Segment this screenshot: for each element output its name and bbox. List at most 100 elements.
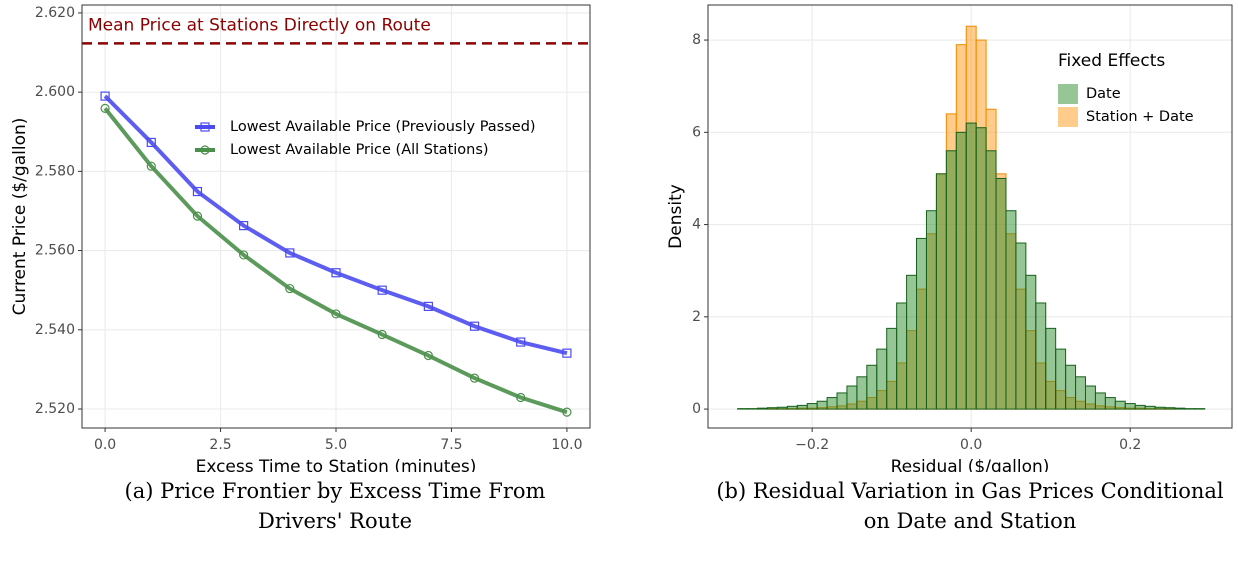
x-tick-label: 7.5 — [440, 437, 462, 453]
legend-marker — [200, 145, 210, 155]
bar — [1154, 406, 1166, 410]
y-tick-label: 2.620 — [35, 5, 75, 21]
y-tick-label: 2.540 — [35, 322, 75, 338]
bar — [876, 348, 888, 410]
bar — [776, 406, 788, 410]
bar — [1104, 397, 1116, 410]
bar — [796, 404, 808, 410]
line — [103, 94, 568, 356]
legend-swatch — [1058, 84, 1078, 104]
bar — [1045, 327, 1057, 410]
marker — [562, 407, 572, 417]
x-tick-label: 2.5 — [209, 437, 231, 453]
bar — [916, 237, 927, 410]
marker — [331, 268, 341, 278]
bar — [886, 327, 898, 410]
marker — [285, 283, 295, 294]
marker — [239, 221, 249, 231]
bar — [1174, 407, 1186, 410]
y-tick-label: 2.560 — [35, 243, 75, 259]
marker — [423, 350, 433, 361]
marker — [331, 309, 341, 319]
marker — [469, 373, 480, 383]
bar — [806, 403, 818, 410]
marker — [285, 248, 295, 258]
legend-swatch — [1058, 107, 1078, 127]
y-tick-label: 2.580 — [35, 163, 75, 179]
bar — [955, 131, 967, 410]
bar — [866, 364, 878, 410]
bar — [1015, 242, 1027, 410]
y-axis-title: Current Price ($/gallon) — [10, 118, 30, 316]
marker — [516, 392, 526, 403]
x-tick-label: 0.2 — [1119, 437, 1141, 453]
bar — [766, 407, 778, 410]
y-tick-label: 0 — [692, 401, 701, 417]
x-axis-title: Excess Time to Station (minutes) — [196, 457, 477, 472]
y-tick-label: 2 — [692, 309, 701, 325]
marker — [192, 186, 203, 197]
bar — [816, 400, 828, 410]
marker — [423, 301, 433, 312]
marker — [100, 91, 110, 101]
marker — [516, 337, 526, 347]
bar — [965, 122, 977, 410]
y-tick-label: 2.600 — [35, 84, 75, 100]
bar — [1134, 404, 1146, 410]
bar — [1005, 210, 1017, 410]
bar — [1114, 400, 1126, 410]
bar — [1055, 348, 1067, 410]
bar — [935, 173, 947, 410]
y-tick-label: 2.520 — [35, 401, 75, 417]
reference-label: Mean Price at Stations Directly on Route — [88, 15, 431, 35]
x-tick-label: 5.0 — [325, 437, 347, 453]
marker — [377, 285, 387, 295]
bar — [995, 177, 1007, 410]
marker — [100, 103, 110, 113]
legend-label: Lowest Available Price (Previously Passe… — [230, 119, 536, 135]
bar — [975, 127, 987, 410]
plot-border — [81, 4, 591, 429]
x-axis-title: Residual ($/gallon) — [891, 457, 1050, 472]
x-tick-label: 0.0 — [94, 437, 116, 453]
bar — [1065, 364, 1077, 410]
y-tick-label: 6 — [692, 124, 701, 140]
bar — [846, 385, 858, 410]
x-tick-label: 0.0 — [960, 437, 982, 453]
bar — [896, 302, 908, 410]
legend-label: Station + Date — [1086, 109, 1194, 125]
legend-label: Date — [1086, 86, 1121, 102]
bar — [1075, 376, 1086, 410]
marker — [192, 211, 203, 221]
bar — [826, 397, 838, 410]
bar — [945, 150, 957, 410]
line — [103, 107, 568, 415]
bar — [925, 210, 937, 410]
marker — [239, 250, 249, 260]
caption: (b) Residual Variation in Gas Prices Con… — [716, 479, 1224, 533]
y-tick-label: 4 — [692, 217, 701, 233]
bar — [1094, 392, 1106, 410]
legend-title: Fixed Effects — [1058, 51, 1165, 71]
plot-border — [707, 4, 1233, 429]
y-axis-title: Density — [666, 184, 686, 249]
bar — [1124, 403, 1136, 410]
legend-label: Lowest Available Price (All Stations) — [230, 142, 489, 158]
bar — [756, 407, 768, 410]
marker — [469, 321, 480, 331]
legend-marker — [200, 122, 210, 132]
bar — [1025, 274, 1037, 410]
bar — [985, 150, 997, 410]
caption: (a) Price Frontier by Excess Time From D… — [124, 479, 546, 533]
bar — [856, 376, 868, 410]
bar — [1084, 385, 1096, 410]
bar — [836, 392, 848, 410]
chart: 2.520 2.540 2.560 2.580 2.600 2.620 0.0 2.5 5.0 7… — [10, 4, 1233, 477]
bar — [786, 405, 798, 410]
marker — [146, 137, 156, 148]
x-tick-label: −0.2 — [795, 437, 829, 453]
bar — [1164, 407, 1176, 410]
bar — [1144, 405, 1156, 410]
y-tick-label: 8 — [692, 32, 701, 48]
